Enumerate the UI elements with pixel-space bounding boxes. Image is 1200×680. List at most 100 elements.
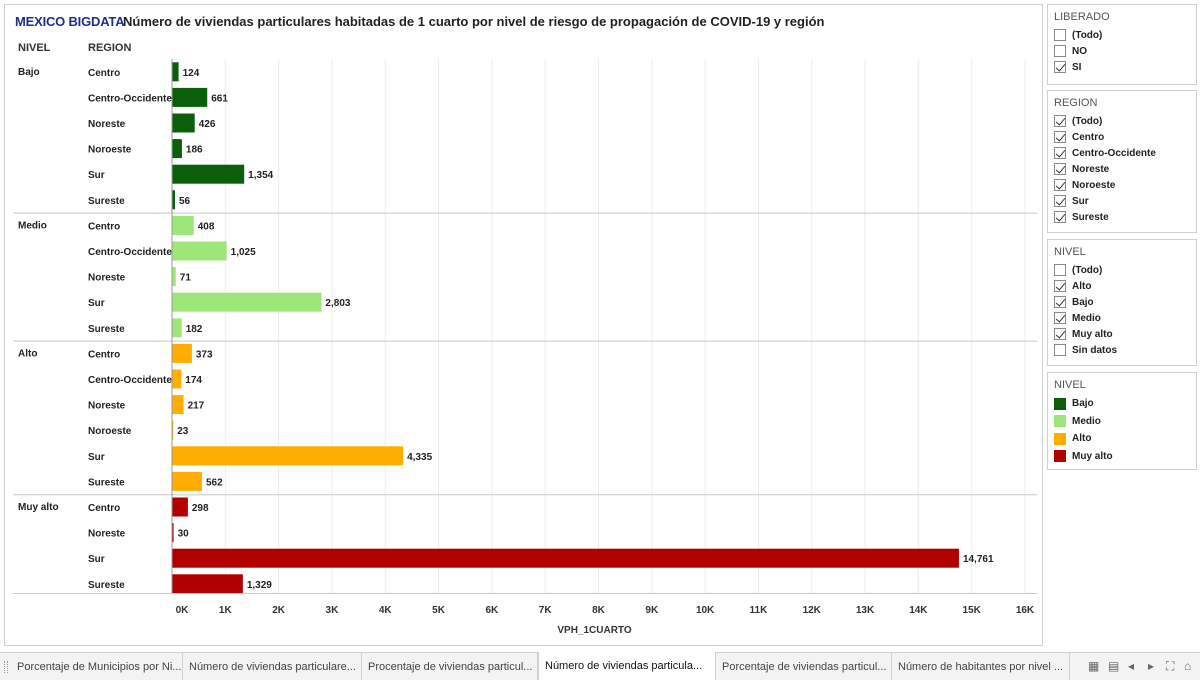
- sheet-tab[interactable]: Porcentaje de Municipios por Ni...: [11, 653, 183, 680]
- region-label: Sur: [88, 452, 105, 463]
- legend-item[interactable]: Bajo: [1048, 395, 1196, 413]
- filter-option-label: Centro: [1072, 131, 1105, 143]
- x-axis-title: VPH_1CUARTO: [557, 625, 631, 636]
- filter-region-option[interactable]: Sur: [1048, 193, 1196, 209]
- checkbox-checked-icon[interactable]: [1054, 280, 1066, 292]
- checkbox-unchecked-icon[interactable]: [1054, 264, 1066, 276]
- checkbox-checked-icon[interactable]: [1054, 211, 1066, 223]
- bar[interactable]: [172, 395, 184, 415]
- filter-nivel-title: NIVEL: [1054, 246, 1086, 258]
- data-label: 661: [211, 93, 228, 104]
- sheet-tab[interactable]: Número de viviendas particula...: [538, 652, 716, 680]
- filter-nivel-option[interactable]: Sin datos: [1048, 342, 1196, 358]
- bar[interactable]: [172, 164, 245, 184]
- sheet-tab[interactable]: Procentaje de viviendas particul...: [362, 653, 538, 680]
- grid-view-icon[interactable]: ▦: [1088, 659, 1100, 673]
- filter-liberado-option[interactable]: SI: [1048, 59, 1196, 75]
- prev-tab-icon[interactable]: ◂: [1128, 659, 1135, 673]
- bar[interactable]: [172, 318, 182, 338]
- region-label: Noreste: [88, 273, 126, 284]
- filter-liberado-option[interactable]: NO: [1048, 43, 1196, 59]
- nivel-column-header[interactable]: NIVEL: [18, 42, 51, 54]
- filter-nivel-option[interactable]: Medio: [1048, 310, 1196, 326]
- checkbox-checked-icon[interactable]: [1054, 163, 1066, 175]
- bar[interactable]: [172, 446, 404, 466]
- region-label: Centro-Occidente: [88, 93, 172, 104]
- filter-region-option[interactable]: (Todo): [1048, 113, 1196, 129]
- legend-item[interactable]: Alto: [1048, 430, 1196, 448]
- bar[interactable]: [172, 497, 188, 517]
- checkbox-checked-icon[interactable]: [1054, 328, 1066, 340]
- sheet-tab[interactable]: Porcentaje de viviendas particul...: [716, 653, 892, 680]
- legend-swatch: [1054, 415, 1066, 428]
- brand-logo: MEXICO BIGDATA: [15, 14, 125, 29]
- checkbox-checked-icon[interactable]: [1054, 61, 1066, 73]
- bar[interactable]: [172, 369, 182, 389]
- bar[interactable]: [172, 62, 179, 82]
- legend-item[interactable]: Medio: [1048, 413, 1196, 431]
- presentation-icon[interactable]: ⌂: [1184, 659, 1192, 673]
- filter-nivel-option[interactable]: Muy alto: [1048, 326, 1196, 342]
- filter-region-option[interactable]: Centro: [1048, 129, 1196, 145]
- chart-container: MEXICO BIGDATA Número de viviendas parti…: [4, 4, 1043, 646]
- filter-option-label: SI: [1072, 61, 1082, 73]
- bar[interactable]: [172, 267, 176, 287]
- checkbox-checked-icon[interactable]: [1054, 115, 1066, 127]
- data-label: 217: [188, 401, 205, 412]
- bar[interactable]: [172, 87, 208, 107]
- filter-nivel-option[interactable]: (Todo): [1048, 262, 1196, 278]
- bar[interactable]: [172, 190, 175, 210]
- filter-option-label: Sureste: [1072, 211, 1109, 223]
- region-label: Centro: [88, 349, 120, 360]
- bar[interactable]: [172, 523, 174, 543]
- filter-option-label: (Todo): [1072, 29, 1103, 41]
- filter-liberado-option[interactable]: (Todo): [1048, 27, 1196, 43]
- nivel-label: Medio: [18, 221, 47, 232]
- bar[interactable]: [172, 215, 194, 235]
- list-view-icon[interactable]: ▤: [1108, 659, 1120, 673]
- fullscreen-icon[interactable]: ⛶: [1166, 659, 1175, 673]
- filter-nivel-option[interactable]: Alto: [1048, 278, 1196, 294]
- x-tick-label: 6K: [485, 605, 499, 616]
- bar[interactable]: [172, 471, 202, 491]
- checkbox-checked-icon[interactable]: [1054, 131, 1066, 143]
- filter-region-option[interactable]: Sureste: [1048, 209, 1196, 225]
- filter-option-label: Bajo: [1072, 296, 1094, 308]
- bar[interactable]: [172, 292, 322, 312]
- checkbox-checked-icon[interactable]: [1054, 312, 1066, 324]
- bar[interactable]: [172, 241, 227, 261]
- checkbox-unchecked-icon[interactable]: [1054, 45, 1066, 57]
- checkbox-checked-icon[interactable]: [1054, 195, 1066, 207]
- checkbox-checked-icon[interactable]: [1054, 296, 1066, 308]
- next-tab-icon[interactable]: ▸: [1148, 659, 1155, 673]
- sheet-tab[interactable]: Número de habitantes por nivel ...: [892, 653, 1070, 680]
- region-label: Sureste: [88, 196, 125, 207]
- data-label: 174: [185, 375, 202, 386]
- x-tick-label: 14K: [909, 605, 928, 616]
- filter-region-option[interactable]: Noroeste: [1048, 177, 1196, 193]
- x-tick-label: 15K: [963, 605, 982, 616]
- legend-item[interactable]: Muy alto: [1048, 448, 1196, 466]
- bar[interactable]: [172, 343, 192, 363]
- filter-option-label: Alto: [1072, 280, 1092, 292]
- sheet-tab[interactable]: Número de viviendas particulare...: [183, 653, 362, 680]
- data-label: 124: [183, 68, 200, 79]
- bar[interactable]: [172, 574, 243, 594]
- region-column-header[interactable]: REGION: [88, 42, 132, 54]
- tab-grip-icon[interactable]: [4, 661, 8, 673]
- filter-nivel-option[interactable]: Bajo: [1048, 294, 1196, 310]
- bar[interactable]: [172, 113, 195, 133]
- filter-region-option[interactable]: Centro-Occidente: [1048, 145, 1196, 161]
- bar[interactable]: [172, 139, 182, 159]
- x-tick-label: 5K: [432, 605, 446, 616]
- filter-option-label: NO: [1072, 45, 1087, 57]
- data-label: 408: [198, 221, 215, 232]
- bar[interactable]: [172, 420, 174, 440]
- filter-option-label: (Todo): [1072, 264, 1103, 276]
- checkbox-unchecked-icon[interactable]: [1054, 29, 1066, 41]
- bar[interactable]: [172, 548, 959, 568]
- checkbox-checked-icon[interactable]: [1054, 179, 1066, 191]
- checkbox-checked-icon[interactable]: [1054, 147, 1066, 159]
- filter-region-option[interactable]: Noreste: [1048, 161, 1196, 177]
- checkbox-unchecked-icon[interactable]: [1054, 344, 1066, 356]
